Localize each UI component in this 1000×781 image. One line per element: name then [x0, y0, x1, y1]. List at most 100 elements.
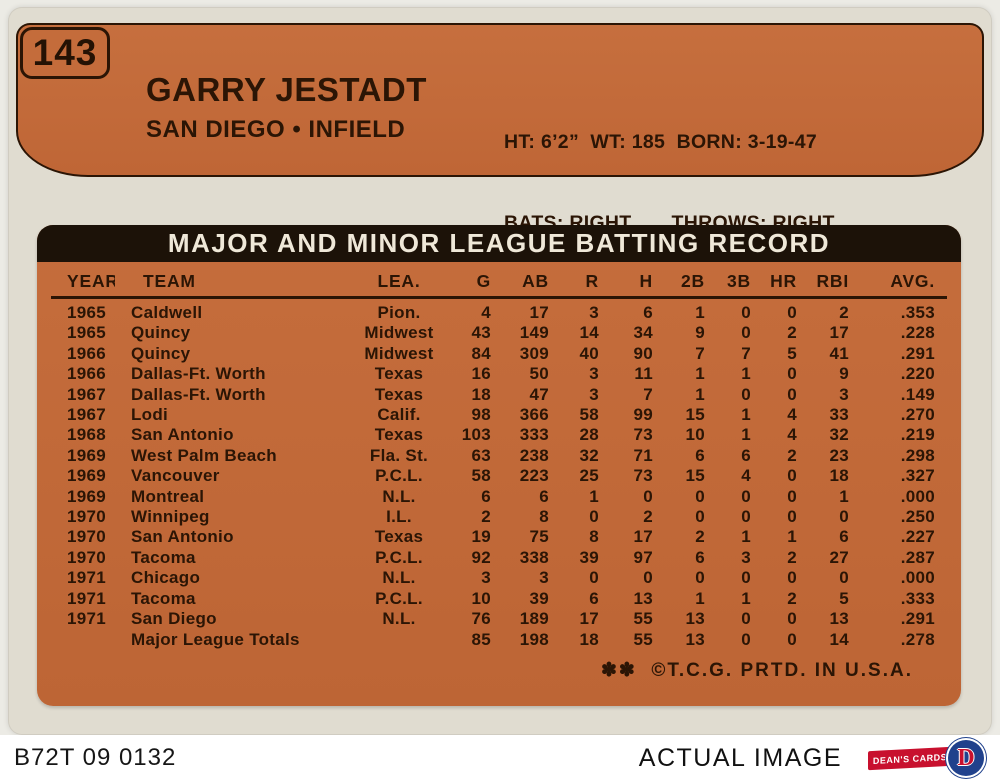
column-header: 3B — [717, 264, 763, 299]
stat-cell: 17 — [579, 609, 599, 629]
stat-cell: 1 — [695, 303, 705, 322]
stat-cell: 189 — [519, 609, 549, 629]
stat-cell: 0 — [787, 384, 797, 404]
stat-cell: 11 — [634, 364, 653, 384]
stat-cell: Pion. — [377, 303, 421, 322]
stat-cell: 2 — [787, 588, 797, 608]
logo-d-monogram: D — [957, 744, 975, 771]
stat-cell: 366 — [519, 405, 549, 425]
stat-cell: Caldwell — [131, 303, 203, 322]
stat-cell: 0 — [741, 629, 751, 649]
stat-cell: 14 — [579, 323, 599, 343]
stat-cell: 32 — [579, 445, 599, 465]
stat-cell: 1 — [741, 364, 751, 384]
stat-cell: 1 — [695, 384, 705, 404]
stat-cell: 1966 — [67, 364, 107, 384]
stat-cell: Dallas-Ft. Worth — [131, 384, 266, 404]
card-number-badge: 143 — [20, 27, 110, 79]
stat-cell: .220 — [900, 364, 935, 384]
stat-cell: 238 — [519, 445, 549, 465]
batting-row: 1971 Tacoma P.C.L. 10 39 6 13 1 1 2 5 .333 — [51, 589, 947, 609]
stat-cell: 99 — [633, 405, 653, 425]
stat-cell: .149 — [900, 384, 935, 404]
stat-cell: 0 — [741, 323, 751, 343]
stat-cell: .250 — [900, 507, 935, 527]
stat-cell: 3 — [589, 384, 599, 404]
stat-cell: 1 — [741, 588, 751, 608]
column-header: YEAR — [51, 264, 115, 299]
column-header: HR — [763, 264, 809, 299]
stat-cell: 0 — [839, 568, 849, 588]
copyright-note: ✽✽ ©T.C.G. PRTD. IN U.S.A. — [600, 660, 913, 681]
stat-cell: West Palm Beach — [131, 445, 277, 465]
stat-cell: 0 — [787, 364, 797, 384]
stat-cell: 39 — [529, 588, 549, 608]
stat-cell: 75 — [529, 527, 549, 547]
stat-cell: 9 — [695, 323, 705, 343]
stat-cell: .219 — [900, 425, 935, 445]
stat-cell: San Diego — [131, 609, 217, 629]
stat-cell: 2 — [787, 547, 797, 567]
batting-row: 1970 San Antonio Texas 19 75 8 17 2 1 1 6 .227 — [51, 527, 947, 547]
stat-cell: .333 — [900, 588, 935, 608]
header-row: YEAR TEAM LEA. G AB R H 2B 3B HR RBI AVG. — [51, 264, 947, 299]
stat-cell: Quincy — [131, 343, 191, 363]
batting-record-table-wrap: YEAR TEAM LEA. G AB R H 2B 3B HR RBI AVG. 1965 Caldw… — [37, 262, 961, 650]
stat-cell: 18 — [471, 384, 491, 404]
stat-cell: 10 — [471, 588, 491, 608]
stat-cell: 92 — [471, 547, 491, 567]
stat-cell: 90 — [633, 343, 653, 363]
stat-cell: 28 — [579, 425, 599, 445]
column-header: R — [561, 264, 611, 299]
batting-record-panel: MAJOR AND MINOR LEAGUE BATTING RECORD YE… — [37, 225, 961, 706]
stat-cell: 8 — [539, 507, 549, 527]
column-header: AB — [503, 264, 561, 299]
stat-cell: 4 — [787, 405, 797, 425]
batting-row: 1969 West Palm Beach Fla. St. 63 238 32 71 6 6 2 2… — [51, 446, 947, 466]
stat-cell: 43 — [471, 323, 491, 343]
stat-cell: 0 — [787, 609, 797, 629]
stat-cell: 6 — [695, 445, 705, 465]
batting-row: 1971 San Diego N.L. 76 189 17 55 13 0 0 13 .291 — [51, 609, 947, 629]
stat-cell: .291 — [900, 609, 935, 629]
stat-cell: P.C.L. — [375, 547, 423, 567]
column-header: G — [451, 264, 503, 299]
stat-cell: 3 — [481, 568, 491, 588]
player-name: GARRY JESTADT — [146, 71, 427, 108]
stat-cell: P.C.L. — [375, 588, 423, 608]
stat-cell: 1967 — [67, 384, 107, 404]
scan-code: B72T 09 0132 — [14, 744, 177, 771]
stat-cell: 6 — [839, 527, 849, 547]
player-team-position: SAN DIEGO • INFIELD — [146, 116, 406, 143]
stat-cell: 3 — [589, 303, 599, 322]
stat-cell: 223 — [519, 466, 549, 486]
stat-cell: 2 — [695, 527, 705, 547]
stat-cell: 7 — [695, 343, 705, 363]
stat-cell: 7 — [741, 343, 751, 363]
batting-row: 1967 Dallas-Ft. Worth Texas 18 47 3 7 1 0 0 3 .149 — [51, 385, 947, 405]
stat-cell: 3 — [839, 384, 849, 404]
stat-cell: 0 — [741, 507, 751, 527]
stat-cell: 0 — [589, 568, 599, 588]
stat-cell: 17 — [829, 323, 849, 343]
stat-cell: 84 — [471, 343, 491, 363]
batting-record-header: YEAR TEAM LEA. G AB R H 2B 3B HR RBI AVG. — [51, 264, 947, 299]
actual-image-label: ACTUAL IMAGE — [638, 743, 842, 772]
stat-cell: 97 — [633, 547, 653, 567]
stat-cell: 58 — [471, 466, 491, 486]
stat-cell: Texas — [374, 527, 424, 547]
stat-cell: .270 — [900, 405, 935, 425]
stat-cell: 1971 — [67, 609, 107, 629]
baseball-card-back: 143 GARRY JESTADT SAN DIEGO • INFIELD HT… — [8, 7, 992, 735]
stat-cell: 27 — [829, 547, 849, 567]
stat-cell: 309 — [519, 343, 549, 363]
stat-cell: N.L. — [382, 609, 416, 629]
stat-cell: 7 — [643, 384, 653, 404]
stat-cell: 0 — [787, 303, 797, 322]
stat-cell: .000 — [900, 568, 935, 588]
column-header: TEAM — [115, 264, 347, 299]
stat-cell: Tacoma — [131, 547, 196, 567]
stat-cell: Lodi — [131, 405, 169, 425]
stat-cell: Texas — [374, 364, 424, 384]
stat-cell: 1 — [741, 405, 751, 425]
